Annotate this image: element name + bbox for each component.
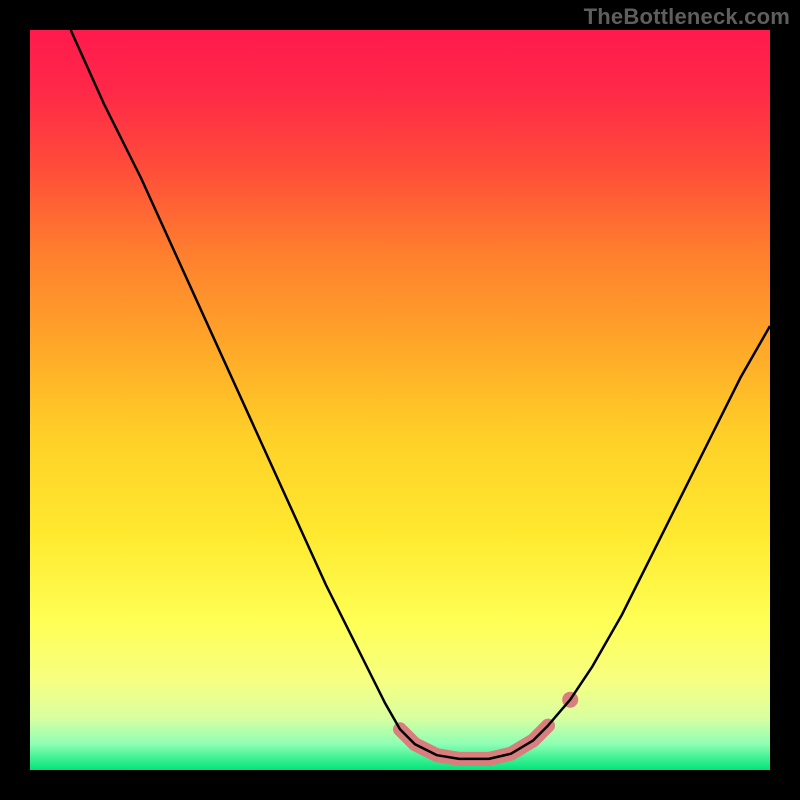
watermark-text: TheBottleneck.com [584,4,790,30]
bottleneck-chart [0,0,800,800]
chart-container: TheBottleneck.com [0,0,800,800]
chart-background [30,30,770,770]
